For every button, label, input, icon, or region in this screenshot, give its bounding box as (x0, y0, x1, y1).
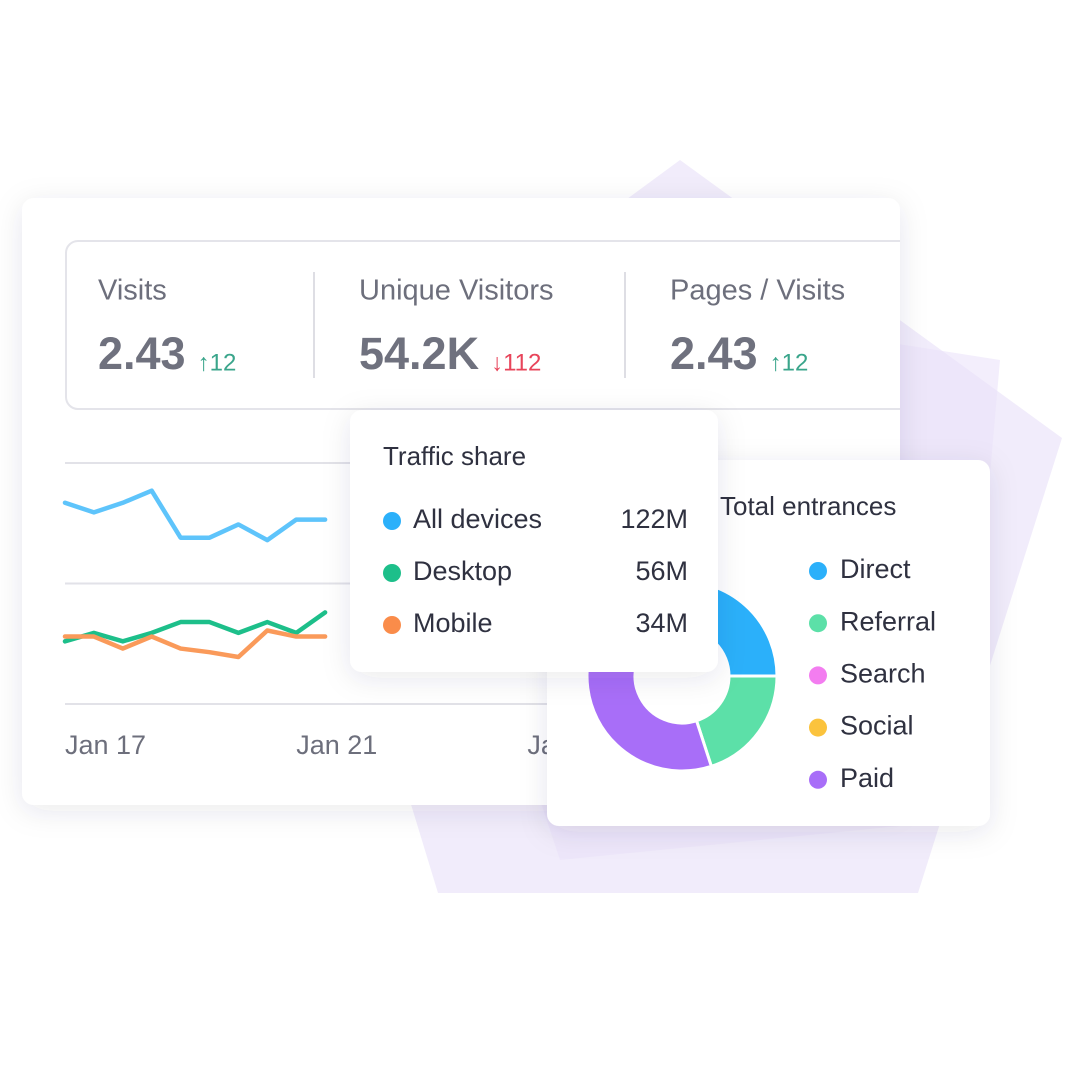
legend-dot (809, 718, 827, 737)
x-tick-label: Jan 17 (65, 730, 146, 760)
metric-label: Visits (98, 275, 167, 307)
line-series (62, 488, 328, 543)
row-label: All devices (413, 504, 542, 534)
stats: Visits 2.43 ↑12 Unique Visitors 54.2K ↓112 Pag… (98, 275, 845, 379)
legend-dot (809, 562, 827, 580)
card (350, 410, 718, 672)
legend-dot (809, 614, 827, 633)
metric-change: ↑12 (198, 349, 237, 376)
metric-change: ↑12 (770, 349, 809, 376)
row-label: Mobile (413, 608, 493, 638)
popup-title: Traffic share (383, 441, 526, 471)
legend-dot (809, 666, 827, 685)
x-tick-label: Jan 21 (296, 730, 377, 760)
legend-label: Social (840, 711, 914, 741)
row-label: Desktop (413, 556, 512, 586)
line-series (62, 628, 328, 660)
metric-change: ↓112 (491, 349, 541, 376)
row-value: 122M (620, 504, 688, 534)
legend-label: Search (840, 659, 926, 689)
legend-dot (383, 616, 401, 634)
row-value: 34M (635, 608, 688, 638)
row-value: 56M (635, 556, 688, 586)
metric-label: Unique Visitors (359, 275, 554, 307)
metric-label: Pages / Visits (670, 275, 845, 307)
legend-label: Direct (840, 554, 911, 584)
card-title: Total entrances (720, 491, 896, 521)
stats-box (65, 240, 900, 410)
metric-value: 2.43 (98, 328, 186, 379)
legend-dot (809, 770, 827, 789)
traffic-share-popup: Traffic share All devices 122M Desktop 56M M… (350, 410, 718, 672)
legend-label: Paid (840, 763, 894, 793)
metric-value: 54.2K (359, 328, 480, 379)
card-content: Visits 2.43 ↑12 Unique Visitors 54.2K ↓112 Pag… (62, 240, 900, 760)
legend-label: Referral (840, 606, 936, 636)
legend-dot (383, 564, 401, 582)
legend-dot (383, 512, 401, 530)
metric-value: 2.43 (670, 328, 758, 379)
line-series (62, 610, 328, 644)
